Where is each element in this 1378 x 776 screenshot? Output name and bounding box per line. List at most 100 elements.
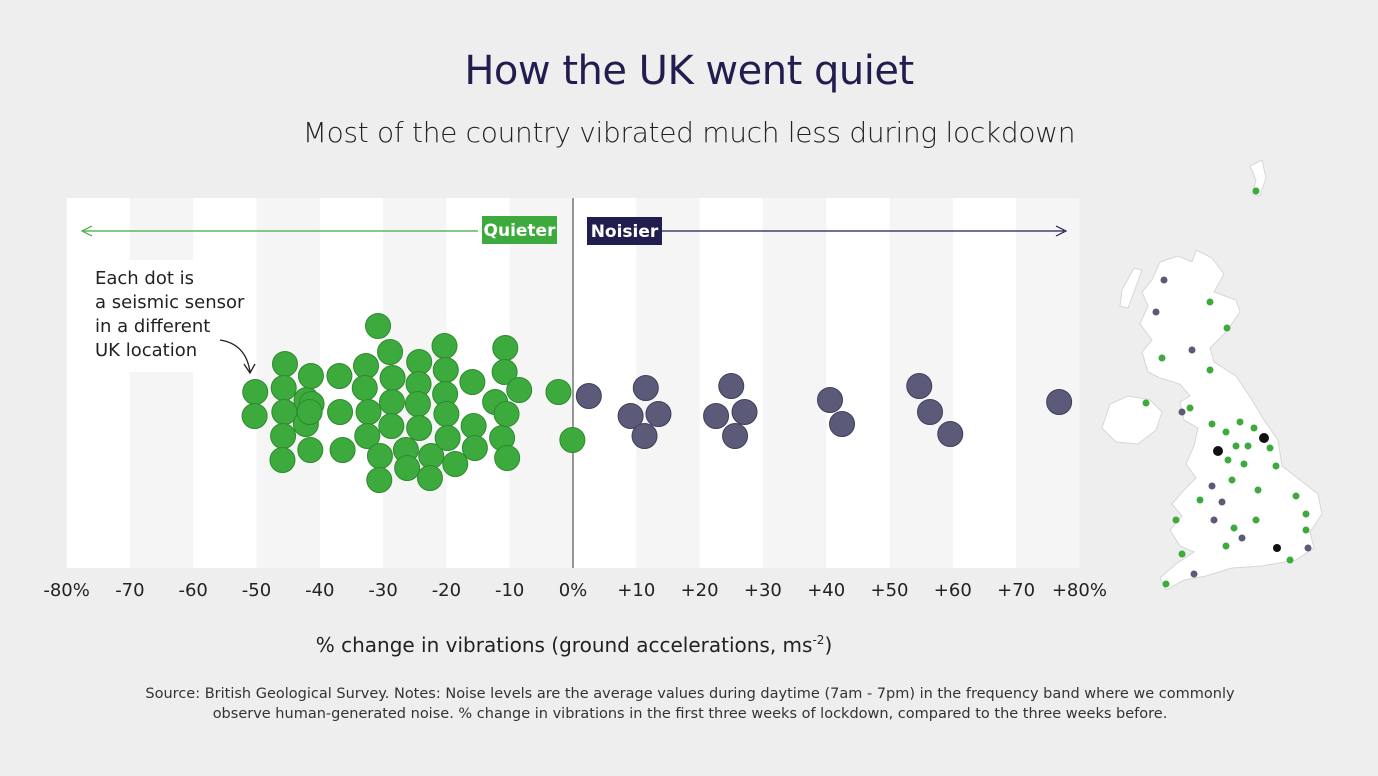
map-dot <box>1222 428 1230 436</box>
sensor-dot-quieter <box>378 389 405 415</box>
sensor-dot-quieter <box>241 403 268 429</box>
map-dot <box>1172 516 1180 524</box>
sensor-dot-quieter <box>459 369 486 395</box>
background-bands <box>66 198 1080 568</box>
sensor-dot-quieter <box>271 351 298 377</box>
quieter-label: Quieter <box>484 221 557 241</box>
annotation-arrow-head <box>243 363 256 375</box>
map-dot <box>1208 482 1216 490</box>
map-dot <box>1206 366 1214 374</box>
x-tick-label: -70 <box>115 580 144 601</box>
map-dot <box>1232 442 1240 450</box>
annotation-line-3: in a different <box>95 316 210 337</box>
x-tick-label: +40 <box>807 580 845 601</box>
sensor-dot-quieter <box>366 443 393 469</box>
northern-ireland-shape <box>1101 395 1163 445</box>
noisier-tag <box>587 217 662 245</box>
background-band <box>826 198 890 568</box>
map-dot <box>1186 404 1194 412</box>
sensor-dot-quieter <box>506 377 533 403</box>
sensor-dot-noisier <box>631 423 658 449</box>
sensor-dot-quieter <box>492 335 519 361</box>
sensor-dot-quieter <box>432 357 459 383</box>
map-dot <box>1224 456 1232 464</box>
sensor-dot-noisier <box>718 373 745 399</box>
annotation-box <box>82 260 244 372</box>
map-dot <box>1250 424 1258 432</box>
sensor-dot-quieter <box>351 375 378 401</box>
sensor-dot-quieter <box>378 413 405 439</box>
sensor-dot-quieter <box>404 391 431 417</box>
map-dot <box>1208 420 1216 428</box>
sensor-dot-quieter <box>366 467 393 493</box>
sensor-dot-quieter <box>353 353 380 379</box>
map-dot <box>1272 462 1280 470</box>
map-dot <box>1244 442 1252 450</box>
map-dot <box>1158 354 1166 362</box>
x-tick-label: +20 <box>681 580 719 601</box>
sensor-dot-quieter <box>271 399 298 425</box>
sensor-dot-noisier <box>703 403 730 429</box>
annotation-line-1: Each dot is <box>95 268 194 289</box>
sensor-dot-noisier <box>1046 389 1073 415</box>
map-dot <box>1304 544 1312 552</box>
map-dot <box>1196 496 1204 504</box>
sensor-dot-noisier <box>722 423 749 449</box>
map-dot <box>1223 324 1231 332</box>
sensor-dot-noisier <box>829 411 856 437</box>
sensor-dot-quieter <box>431 333 458 359</box>
sensor-dot-quieter <box>297 363 324 389</box>
sensor-dot-noisier <box>816 387 843 413</box>
sensor-dot-quieter <box>326 363 353 389</box>
sensor-dot-quieter <box>365 313 392 339</box>
map-dot <box>1178 408 1186 416</box>
map-dot <box>1238 534 1246 542</box>
uk-map <box>1101 159 1323 591</box>
map-dot-overlap <box>1273 544 1281 552</box>
sensor-dot-quieter <box>559 427 586 453</box>
map-dot <box>1142 399 1150 407</box>
x-axis-label-sup: -2 <box>812 633 824 647</box>
map-dot <box>1206 298 1214 306</box>
quieter-tag <box>482 216 557 244</box>
sensor-dot-quieter <box>329 437 356 463</box>
map-dot <box>1190 570 1198 578</box>
map-dot <box>1230 524 1238 532</box>
map-dot <box>1252 516 1260 524</box>
sensor-dot-quieter <box>297 437 324 463</box>
sensor-dot-quieter <box>355 399 382 425</box>
outer-hebrides-shape <box>1119 267 1143 309</box>
sensor-dot-noisier <box>632 375 659 401</box>
x-tick-label: -40 <box>305 580 334 601</box>
map-dot <box>1240 460 1248 468</box>
sensor-dot-quieter <box>491 359 518 385</box>
x-tick-label: +50 <box>871 580 909 601</box>
sensor-dot-quieter <box>354 423 381 449</box>
source-note: Source: British Geological Survey. Notes… <box>145 686 1235 722</box>
x-tick-label: -50 <box>242 580 271 601</box>
map-dot <box>1162 580 1170 588</box>
sensor-dot-quieter <box>327 399 354 425</box>
x-tick-label: -10 <box>495 580 524 601</box>
map-dot <box>1152 308 1160 316</box>
sensor-dot-quieter <box>493 401 520 427</box>
sensor-dot-quieter <box>461 435 488 461</box>
background-band <box>762 198 827 568</box>
sensor-dot-quieter <box>394 455 421 481</box>
sensor-dot-quieter <box>270 375 297 401</box>
sensor-dot-quieter <box>545 379 572 405</box>
map-dot <box>1222 542 1230 550</box>
sensor-dot-noisier <box>917 399 944 425</box>
sensor-dot-quieter <box>377 339 404 365</box>
sensor-dot-quieter <box>406 349 433 375</box>
sensor-dot-quieter <box>296 399 323 425</box>
map-dot-overlap <box>1259 433 1269 443</box>
quieter-arrow-head <box>80 225 93 237</box>
x-tick-label: +10 <box>617 580 655 601</box>
x-tick-labels: -80% -70 -60 -50 -40 -30 -20 -10 0% +10 +20 +30 +40 +… <box>43 580 1107 601</box>
sensor-dot-noisier <box>645 401 672 427</box>
sensor-dot-quieter <box>494 445 521 471</box>
annotation-line-4: UK location <box>95 340 197 361</box>
map-dot <box>1218 498 1226 506</box>
